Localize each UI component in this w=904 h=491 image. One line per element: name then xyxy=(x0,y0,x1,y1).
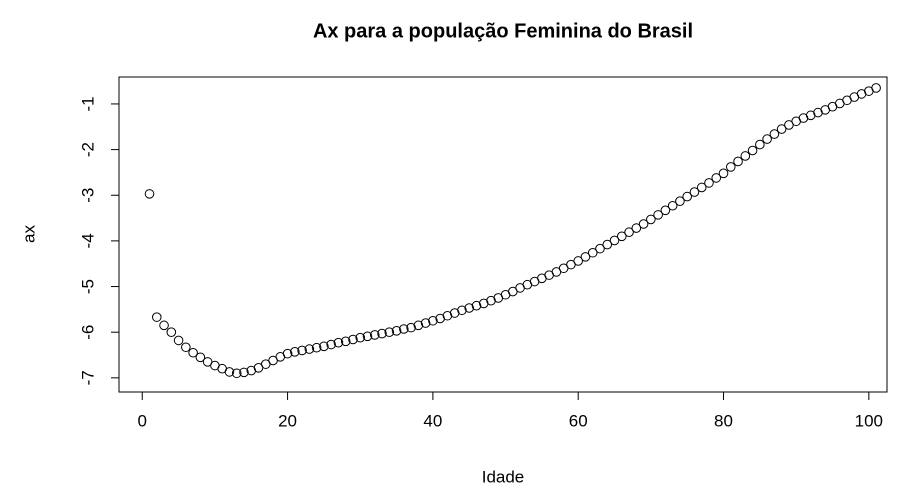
x-tick-label: 40 xyxy=(423,411,442,430)
point xyxy=(391,326,402,336)
point xyxy=(580,252,591,262)
point xyxy=(377,328,387,339)
y-tick-label: -7 xyxy=(78,370,97,385)
y-tick-label: -6 xyxy=(78,325,97,340)
point xyxy=(776,124,787,134)
point xyxy=(587,247,598,258)
y-tick-label: -2 xyxy=(78,142,97,157)
plot-frame xyxy=(118,76,888,393)
point xyxy=(151,312,162,322)
point xyxy=(195,352,206,363)
point xyxy=(696,182,707,193)
point xyxy=(224,367,235,377)
point xyxy=(311,342,322,353)
point xyxy=(173,335,184,346)
point xyxy=(631,223,642,233)
chart-title: Ax para a população Feminina do Brasil xyxy=(313,20,693,42)
point xyxy=(653,210,663,220)
point xyxy=(326,339,336,350)
point xyxy=(384,327,395,337)
point xyxy=(413,320,424,331)
point xyxy=(740,151,751,161)
y-tick-label: -4 xyxy=(78,233,97,248)
point xyxy=(420,318,431,328)
point xyxy=(282,348,293,359)
point xyxy=(762,134,772,144)
y-tick-label: -3 xyxy=(78,188,97,203)
point xyxy=(159,320,169,331)
point xyxy=(239,367,249,378)
x-tick-label: 80 xyxy=(714,411,733,430)
point xyxy=(290,347,300,357)
point xyxy=(166,327,177,337)
point xyxy=(297,345,307,356)
point xyxy=(755,139,765,150)
point xyxy=(616,231,627,242)
point xyxy=(682,191,692,202)
point xyxy=(144,189,155,199)
point xyxy=(602,239,613,250)
point xyxy=(704,178,714,188)
point xyxy=(667,200,678,211)
x-tick-label: 20 xyxy=(278,411,297,430)
point xyxy=(711,173,722,183)
point xyxy=(573,256,584,266)
point xyxy=(457,305,467,316)
point xyxy=(595,243,605,254)
point xyxy=(747,145,758,156)
point xyxy=(319,341,329,352)
point xyxy=(609,235,620,246)
point xyxy=(304,344,315,354)
point xyxy=(333,337,344,348)
y-axis-label: ax xyxy=(19,225,38,243)
x-tick-label: 0 xyxy=(138,411,147,430)
point xyxy=(675,196,685,206)
point xyxy=(428,315,438,326)
point xyxy=(871,83,881,93)
point xyxy=(355,332,366,343)
point xyxy=(725,162,736,172)
x-tick-label: 100 xyxy=(855,411,883,430)
point xyxy=(348,334,358,345)
point xyxy=(188,347,198,358)
point xyxy=(471,300,482,311)
point xyxy=(660,205,671,216)
x-tick-label: 60 xyxy=(569,411,588,430)
point xyxy=(638,219,649,229)
point xyxy=(769,129,780,139)
point xyxy=(399,324,409,334)
y-tick-label: -1 xyxy=(78,96,97,111)
y-tick-label: -5 xyxy=(78,279,97,294)
point xyxy=(181,342,191,353)
point xyxy=(464,303,475,313)
point xyxy=(646,214,656,225)
point xyxy=(369,330,380,340)
point xyxy=(624,227,634,238)
point xyxy=(718,168,729,179)
point xyxy=(406,322,416,333)
point xyxy=(340,336,351,347)
x-axis-label: Idade xyxy=(482,467,525,486)
point xyxy=(231,368,242,379)
point xyxy=(733,156,743,167)
point xyxy=(689,187,700,197)
point xyxy=(362,331,373,342)
